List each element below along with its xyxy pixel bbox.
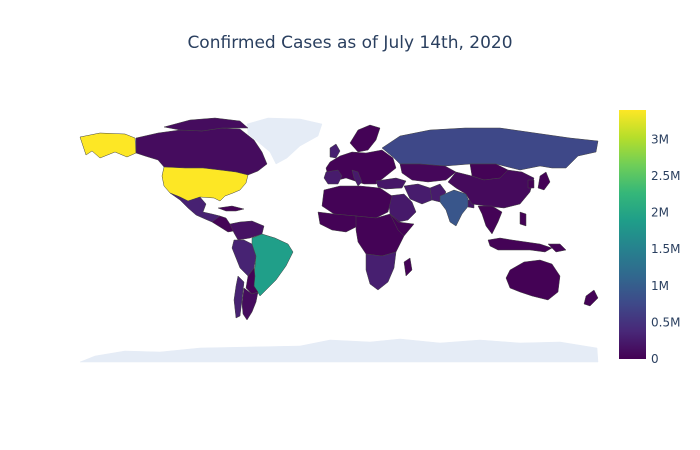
region-caribbean[interactable] bbox=[217, 205, 245, 212]
region-bolivia-paraguay[interactable] bbox=[245, 267, 259, 295]
colorbar-tick-label: 0 bbox=[651, 352, 659, 366]
region-chile[interactable] bbox=[233, 275, 245, 319]
colorbar-tick-label: 1M bbox=[651, 279, 669, 293]
greenland[interactable] bbox=[246, 117, 323, 165]
region-mexico[interactable] bbox=[169, 192, 221, 223]
region-new-zealand[interactable] bbox=[583, 289, 599, 307]
region-india[interactable] bbox=[439, 189, 471, 227]
region-indonesia[interactable] bbox=[487, 237, 553, 253]
region-turkey[interactable] bbox=[375, 177, 407, 190]
region-alaska[interactable] bbox=[79, 132, 137, 159]
region-horn-of-africa[interactable] bbox=[389, 213, 415, 237]
region-kazakhstan[interactable] bbox=[399, 163, 457, 183]
region-north-africa[interactable] bbox=[321, 185, 393, 219]
region-papua-new-guinea[interactable] bbox=[547, 243, 567, 253]
colorbar-gradient bbox=[619, 110, 646, 359]
region-italy[interactable] bbox=[351, 169, 363, 187]
region-spain[interactable] bbox=[323, 169, 343, 185]
map-title: Confirmed Cases as of July 14th, 2020 bbox=[187, 33, 513, 53]
region-southeast-asia[interactable] bbox=[477, 205, 503, 235]
colorbar-tick-label: 2.5M bbox=[651, 169, 680, 183]
region-madagascar[interactable] bbox=[403, 257, 413, 277]
colorbar-ticks: 0 0.5M 1M 1.5M 2M 2.5M 3M bbox=[651, 132, 680, 366]
region-west-africa[interactable] bbox=[317, 211, 359, 233]
region-uk[interactable] bbox=[329, 143, 341, 159]
region-korea[interactable] bbox=[527, 179, 535, 189]
colorbar-tick-label: 0.5M bbox=[651, 315, 680, 329]
region-scandinavia[interactable] bbox=[349, 124, 381, 153]
antarctica[interactable] bbox=[79, 338, 599, 363]
region-china[interactable] bbox=[447, 169, 535, 209]
region-canada-islands[interactable] bbox=[163, 117, 249, 132]
colorbar-tick-label: 1.5M bbox=[651, 242, 680, 256]
colorbar-tick-label: 2M bbox=[651, 206, 669, 220]
region-japan[interactable] bbox=[537, 171, 551, 191]
colorbar-tick-label: 3M bbox=[651, 132, 669, 146]
region-argentina[interactable] bbox=[241, 287, 259, 321]
region-brazil[interactable] bbox=[251, 233, 294, 297]
region-australia[interactable] bbox=[505, 259, 561, 301]
region-philippines[interactable] bbox=[519, 211, 527, 227]
region-south-africa[interactable] bbox=[365, 251, 397, 291]
